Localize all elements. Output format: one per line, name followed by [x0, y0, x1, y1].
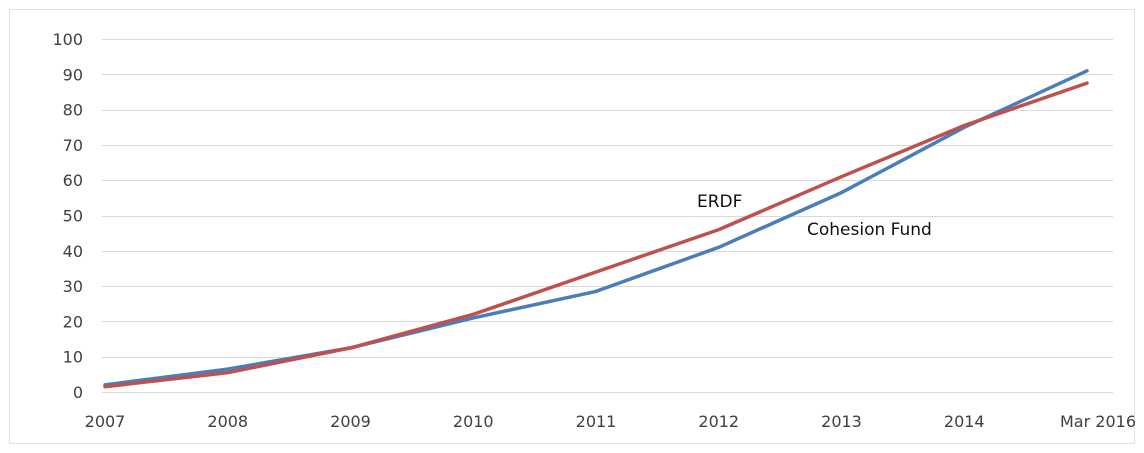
- series-label-cohesion-fund: Cohesion Fund: [807, 220, 932, 240]
- y-tick-label: 10: [63, 348, 83, 367]
- series-line-cohesion-fund: [103, 69, 1089, 387]
- x-tick-label: 2008: [207, 412, 248, 431]
- y-tick-label: 100: [52, 30, 83, 49]
- x-tick-label: 2011: [576, 412, 617, 431]
- series-lines: [103, 69, 1089, 389]
- series-labels: ERDF Cohesion Fund: [697, 192, 932, 240]
- x-tick-label: 2014: [944, 412, 985, 431]
- y-tick-label: 30: [63, 277, 83, 296]
- y-tick-label: 60: [63, 171, 83, 190]
- y-tick-label: 80: [63, 101, 83, 120]
- series-line-erdf: [103, 81, 1089, 389]
- x-tick-label: 2012: [698, 412, 739, 431]
- grid-lines: [102, 39, 1113, 393]
- x-axis-tick-labels: 2007 2008 2009 2010 2011 2012 2013 2014 Mar 2016: [85, 412, 1136, 431]
- y-tick-label: 90: [63, 65, 83, 84]
- y-tick-label: 40: [63, 242, 83, 261]
- series-label-erdf: ERDF: [697, 192, 742, 212]
- x-tick-label: 2009: [330, 412, 371, 431]
- y-tick-label: 50: [63, 207, 83, 226]
- x-tick-label: 2010: [453, 412, 494, 431]
- x-tick-label: 2013: [821, 412, 862, 431]
- y-axis-tick-labels: 0 10 20 30 40 50 60 70 80 90 100: [52, 30, 83, 402]
- y-tick-label: 0: [73, 383, 83, 402]
- x-tick-label: 2007: [85, 412, 126, 431]
- x-tick-label: Mar 2016: [1060, 412, 1136, 431]
- y-tick-label: 70: [63, 136, 83, 155]
- y-tick-label: 20: [63, 312, 83, 331]
